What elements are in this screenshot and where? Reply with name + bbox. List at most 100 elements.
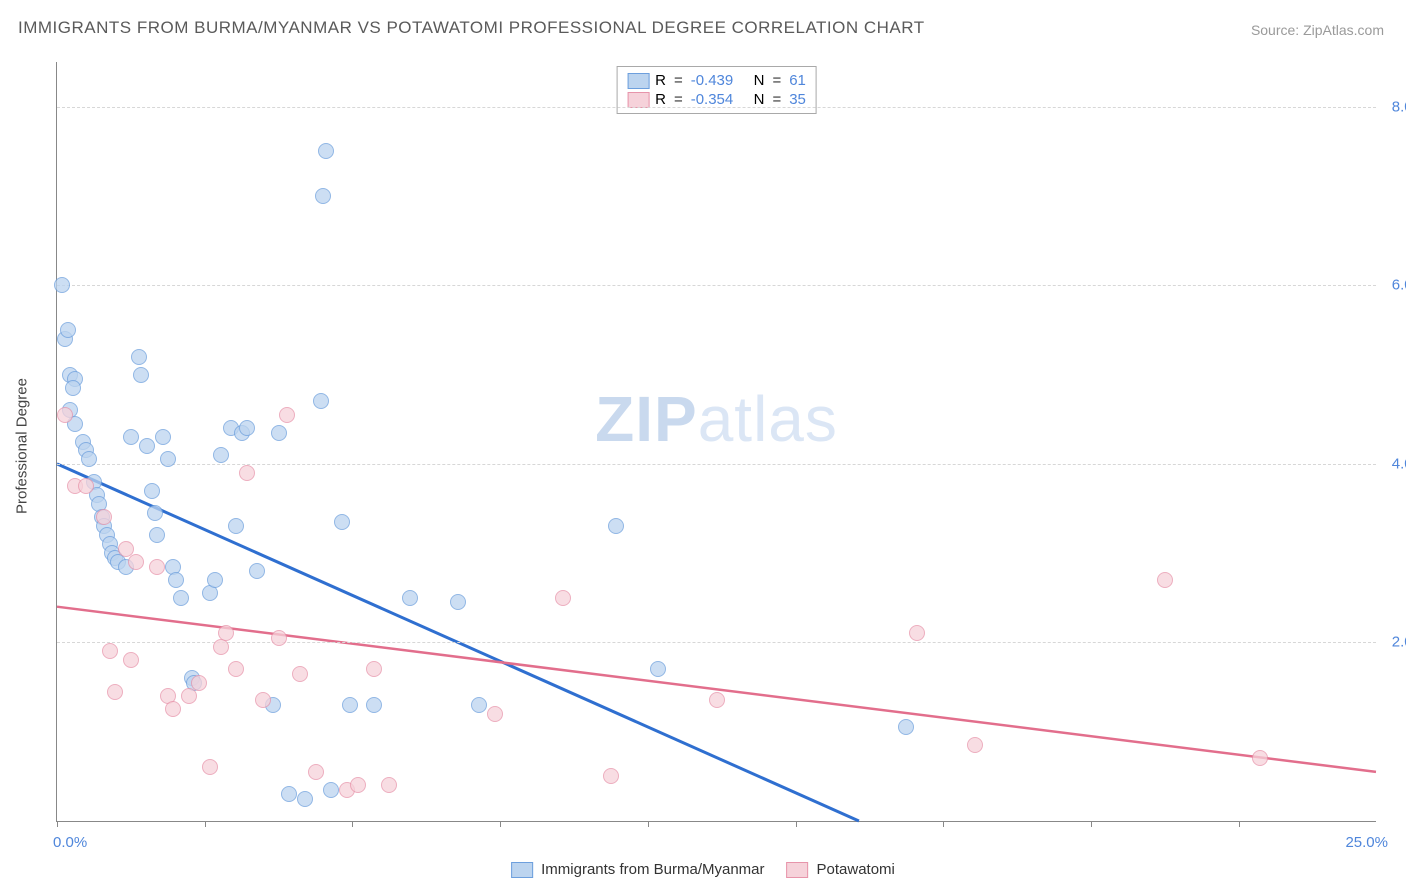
x-tick — [352, 821, 353, 827]
stat-N-label: N — [754, 91, 765, 108]
data-point — [323, 782, 339, 798]
equals-sign: = — [772, 72, 781, 89]
y-tick-label: 8.0% — [1381, 98, 1406, 115]
gridline — [57, 642, 1376, 643]
x-tick — [1239, 821, 1240, 827]
data-point — [131, 349, 147, 365]
data-point — [271, 630, 287, 646]
data-point — [218, 625, 234, 641]
data-point — [149, 559, 165, 575]
data-point — [487, 706, 503, 722]
swatch-series-2 — [787, 862, 809, 878]
data-point — [313, 393, 329, 409]
data-point — [255, 692, 271, 708]
data-point — [239, 420, 255, 436]
swatch-series-2 — [627, 92, 649, 108]
gridline — [57, 107, 1376, 108]
data-point — [207, 572, 223, 588]
data-point — [168, 572, 184, 588]
data-point — [191, 675, 207, 691]
swatch-series-1 — [627, 73, 649, 89]
x-tick — [57, 821, 58, 827]
stat-N-value-2: 35 — [789, 91, 806, 108]
x-tick — [796, 821, 797, 827]
stat-N-label: N — [754, 72, 765, 89]
legend-label-1: Immigrants from Burma/Myanmar — [541, 861, 764, 878]
data-point — [96, 509, 112, 525]
data-point — [342, 697, 358, 713]
data-point — [249, 563, 265, 579]
data-point — [128, 554, 144, 570]
watermark-zip: ZIP — [595, 383, 698, 455]
data-point — [54, 277, 70, 293]
y-tick-label: 2.0% — [1381, 634, 1406, 651]
gridline — [57, 464, 1376, 465]
equals-sign: = — [674, 91, 683, 108]
data-point — [65, 380, 81, 396]
data-point — [102, 643, 118, 659]
data-point — [1252, 750, 1268, 766]
data-point — [350, 777, 366, 793]
data-point — [402, 590, 418, 606]
legend-stats-row-1: R = -0.439 N = 61 — [627, 71, 806, 90]
scatter-plot: ZIPatlas R = -0.439 N = 61 R = -0.354 N … — [56, 62, 1376, 822]
x-tick — [205, 821, 206, 827]
stat-R-label: R — [655, 91, 666, 108]
data-point — [450, 594, 466, 610]
data-point — [239, 465, 255, 481]
data-point — [228, 661, 244, 677]
x-tick — [943, 821, 944, 827]
gridline — [57, 285, 1376, 286]
data-point — [149, 527, 165, 543]
data-point — [181, 688, 197, 704]
data-point — [1157, 572, 1173, 588]
y-tick-label: 6.0% — [1381, 277, 1406, 294]
y-axis-label: Professional Degree — [14, 378, 31, 514]
stat-R-value-1: -0.439 — [691, 72, 734, 89]
legend-item-1: Immigrants from Burma/Myanmar — [511, 861, 764, 878]
data-point — [279, 407, 295, 423]
data-point — [144, 483, 160, 499]
data-point — [107, 684, 123, 700]
data-point — [909, 625, 925, 641]
x-max-label: 25.0% — [1345, 834, 1388, 851]
data-point — [318, 143, 334, 159]
x-min-label: 0.0% — [53, 834, 87, 851]
data-point — [281, 786, 297, 802]
data-point — [271, 425, 287, 441]
x-tick — [500, 821, 501, 827]
data-point — [334, 514, 350, 530]
data-point — [555, 590, 571, 606]
data-point — [898, 719, 914, 735]
data-point — [967, 737, 983, 753]
data-point — [57, 407, 73, 423]
data-point — [297, 791, 313, 807]
legend-label-2: Potawatomi — [817, 861, 895, 878]
data-point — [60, 322, 76, 338]
data-point — [147, 505, 163, 521]
data-point — [228, 518, 244, 534]
source-label: Source: ZipAtlas.com — [1251, 22, 1384, 38]
stat-R-label: R — [655, 72, 666, 89]
data-point — [709, 692, 725, 708]
data-point — [608, 518, 624, 534]
data-point — [155, 429, 171, 445]
data-point — [603, 768, 619, 784]
data-point — [123, 429, 139, 445]
data-point — [78, 478, 94, 494]
equals-sign: = — [674, 72, 683, 89]
watermark-atlas: atlas — [698, 383, 838, 455]
data-point — [308, 764, 324, 780]
data-point — [650, 661, 666, 677]
data-point — [315, 188, 331, 204]
data-point — [123, 652, 139, 668]
y-tick-label: 4.0% — [1381, 455, 1406, 472]
legend-series: Immigrants from Burma/Myanmar Potawatomi — [511, 861, 895, 878]
data-point — [160, 451, 176, 467]
data-point — [292, 666, 308, 682]
legend-item-2: Potawatomi — [787, 861, 895, 878]
data-point — [133, 367, 149, 383]
chart-title: IMMIGRANTS FROM BURMA/MYANMAR VS POTAWAT… — [18, 18, 925, 38]
stat-N-value-1: 61 — [789, 72, 806, 89]
equals-sign: = — [772, 91, 781, 108]
